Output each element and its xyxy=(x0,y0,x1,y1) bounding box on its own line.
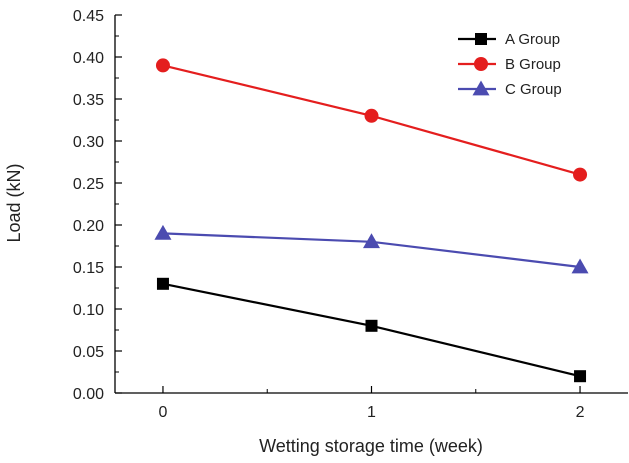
series-b-group xyxy=(155,58,588,182)
legend-item: B Group xyxy=(458,56,561,73)
y-tick-label: 0.05 xyxy=(73,344,104,361)
data-point xyxy=(155,58,170,73)
y-tick-label: 0.45 xyxy=(73,8,104,25)
x-tick-label: 1 xyxy=(367,404,376,421)
legend-label: A Group xyxy=(505,31,560,48)
legend: A Group B Group C Group xyxy=(458,31,562,98)
data-point xyxy=(364,108,379,123)
data-point xyxy=(363,233,380,249)
legend-marker xyxy=(474,57,488,71)
legend-item: A Group xyxy=(458,31,560,48)
data-point xyxy=(571,258,589,274)
data-point xyxy=(573,167,588,182)
series-layer xyxy=(154,58,589,383)
y-tick-label: 0.20 xyxy=(73,218,104,235)
x-tick-label: 0 xyxy=(159,404,168,421)
y-tick-label: 0.30 xyxy=(73,134,104,151)
y-tick-label: 0.15 xyxy=(73,260,104,277)
legend-item: C Group xyxy=(458,80,562,98)
legend-label: C Group xyxy=(505,81,562,98)
legend-label: B Group xyxy=(505,56,561,73)
data-point xyxy=(365,319,378,332)
data-point xyxy=(574,370,587,383)
y-tick-label: 0.00 xyxy=(73,386,104,403)
data-point xyxy=(156,277,169,290)
y-tick-label: 0.10 xyxy=(73,302,104,319)
axes: 0.00 0.05 0.10 0.15 0.20 0.25 0.30 0.35 0.40 0.45… xyxy=(73,8,628,421)
x-tick-label: 2 xyxy=(576,404,585,421)
x-axis-title: Wetting storage time (week) xyxy=(259,436,483,456)
y-tick-label: 0.35 xyxy=(73,92,104,109)
series-a-group xyxy=(156,277,587,383)
series-c-group xyxy=(154,224,589,274)
legend-marker xyxy=(475,33,487,45)
data-point xyxy=(154,224,172,240)
y-tick-label: 0.25 xyxy=(73,176,104,193)
y-axis-title: Load (kN) xyxy=(4,163,24,242)
y-tick-label: 0.40 xyxy=(73,50,104,67)
legend-marker xyxy=(472,80,490,96)
